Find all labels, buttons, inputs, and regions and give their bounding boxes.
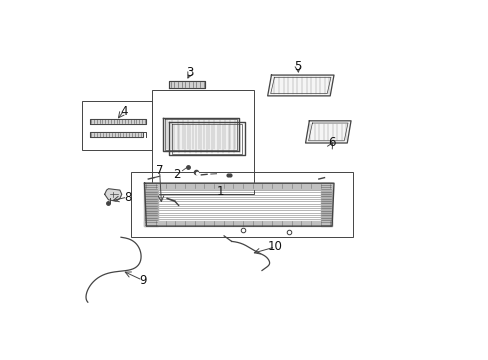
Text: 2: 2 — [173, 168, 180, 181]
Text: 6: 6 — [327, 136, 335, 149]
Polygon shape — [144, 183, 158, 226]
Bar — [152, 90, 254, 194]
Polygon shape — [267, 75, 333, 96]
Polygon shape — [163, 118, 239, 151]
Text: 1: 1 — [216, 185, 224, 198]
Text: 9: 9 — [139, 274, 146, 287]
Text: 5: 5 — [294, 60, 301, 73]
Polygon shape — [89, 118, 146, 123]
Bar — [131, 172, 352, 237]
Polygon shape — [89, 132, 142, 138]
Polygon shape — [169, 81, 205, 87]
Text: 3: 3 — [186, 66, 193, 79]
Polygon shape — [144, 221, 331, 226]
Text: 10: 10 — [267, 240, 282, 253]
Polygon shape — [104, 189, 122, 201]
Text: 8: 8 — [123, 190, 131, 203]
Text: 7: 7 — [156, 164, 163, 177]
Bar — [82, 102, 152, 150]
Polygon shape — [144, 183, 331, 189]
Polygon shape — [320, 183, 331, 226]
Text: 4: 4 — [120, 105, 127, 118]
Polygon shape — [305, 121, 350, 143]
